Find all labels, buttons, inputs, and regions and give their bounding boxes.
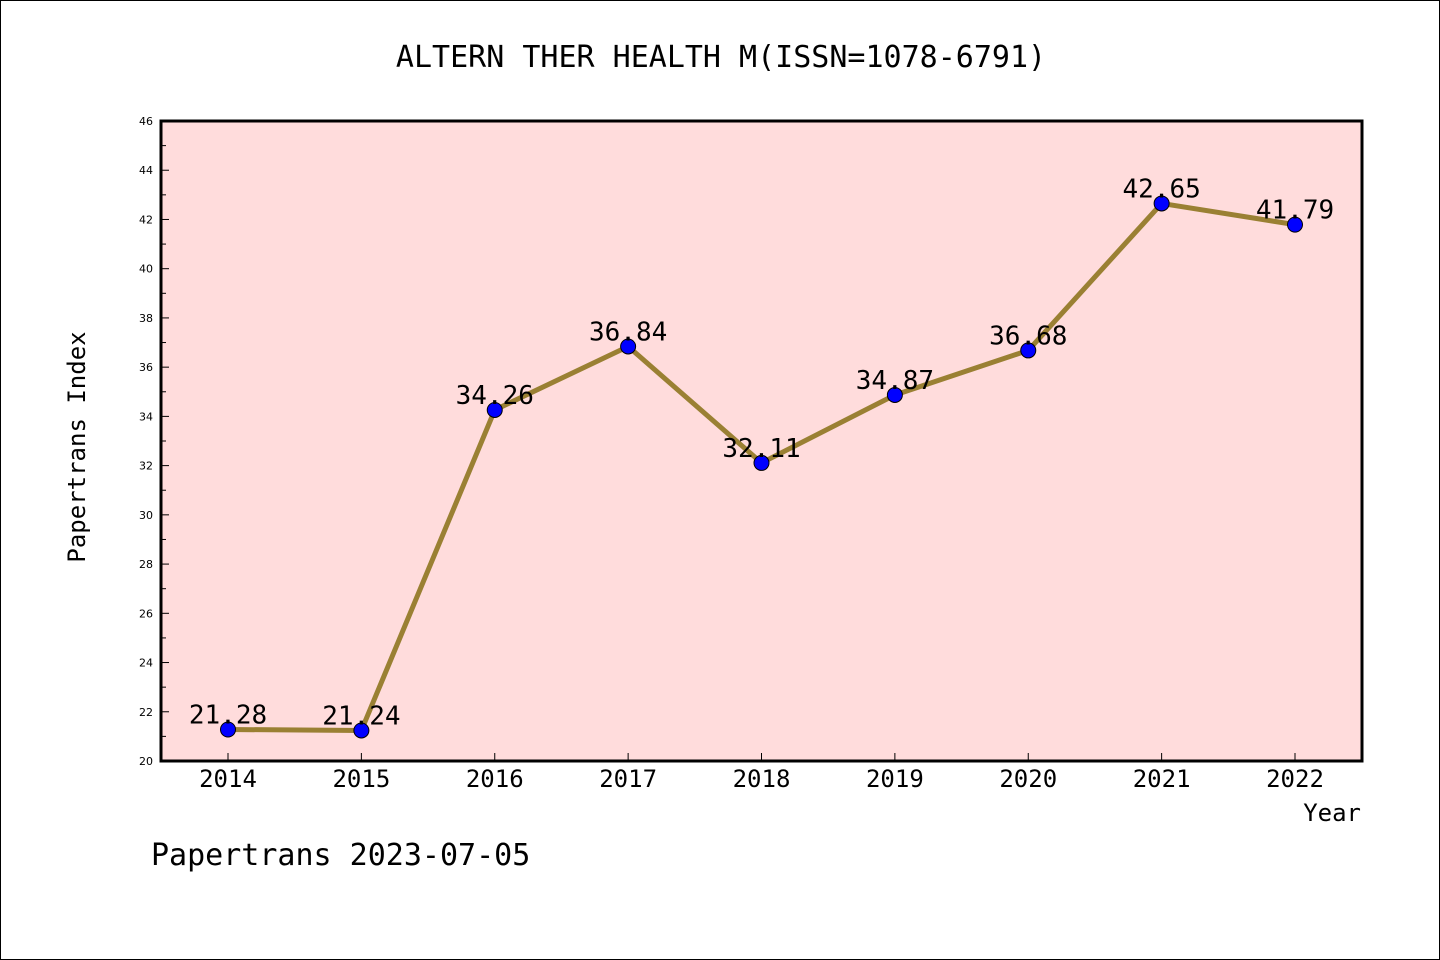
y-tick-label: 28 (139, 558, 153, 571)
x-tick-label: 2021 (1133, 765, 1191, 793)
data-label-2017: 36.84 (589, 317, 667, 347)
y-tick-label: 36 (139, 361, 153, 374)
data-point-2014 (220, 721, 236, 738)
data-labels: 21.28 21.24 34.26 36.84 32.11 34.87 36.68 42.65… (189, 174, 1334, 731)
data-point-2015 (353, 722, 370, 739)
data-point-2019 (886, 386, 903, 403)
data-point-2016 (486, 401, 503, 418)
y-tick-label: 42 (139, 213, 153, 226)
y-tick-label: 44 (139, 164, 153, 177)
data-label-2022: 41.79 (1256, 196, 1334, 226)
data-label-2016: 34.26 (456, 381, 534, 411)
data-label-2014: 21.28 (189, 700, 267, 730)
y-tick-label: 30 (139, 509, 153, 522)
x-tick-label: 2022 (1266, 765, 1324, 793)
data-label-2021: 42.65 (1122, 174, 1200, 204)
data-point-2022 (1287, 216, 1303, 233)
y-axis: 20 22 24 26 28 30 32 34 36 38 40 42 44 46 (139, 115, 169, 768)
y-tick-label: 24 (139, 657, 153, 670)
y-tick-label: 20 (139, 755, 153, 768)
y-axis-label: Papertrans Index (63, 331, 91, 562)
y-tick-label: 32 (139, 460, 153, 473)
data-label-2018: 32.11 (722, 434, 800, 464)
footer-credit: Papertrans 2023-07-05 (151, 838, 530, 873)
y-tick-label: 40 (139, 263, 153, 276)
data-label-2020: 36.68 (989, 321, 1067, 351)
data-label-2015: 21.24 (322, 701, 400, 731)
y-tick-label: 46 (139, 115, 153, 128)
x-axis: 2014 2015 2016 2017 2018 2019 2020 2021 2022 (199, 753, 1324, 793)
data-point-2018 (753, 454, 770, 471)
y-tick-label: 26 (139, 607, 153, 620)
y-tick-label: 38 (139, 312, 153, 325)
x-tick-label: 2018 (733, 765, 791, 793)
x-tick-label: 2017 (599, 765, 657, 793)
y-tick-label: 22 (139, 706, 153, 719)
x-tick-label: 2016 (466, 765, 524, 793)
x-axis-label: Year (1303, 799, 1361, 827)
chart-title: ALTERN THER HEALTH M(ISSN=1078-6791) (396, 40, 1046, 75)
plot-area (159, 119, 1364, 763)
x-tick-label: 2015 (332, 765, 390, 793)
data-series (220, 195, 1303, 739)
data-point-2021 (1153, 195, 1170, 212)
data-point-2017 (620, 338, 637, 355)
data-point-2020 (1020, 342, 1037, 359)
y-tick-label: 34 (139, 410, 153, 423)
data-label-2019: 34.87 (856, 366, 934, 396)
x-tick-label: 2014 (199, 765, 257, 793)
x-tick-label: 2019 (866, 765, 924, 793)
x-tick-label: 2020 (999, 765, 1057, 793)
